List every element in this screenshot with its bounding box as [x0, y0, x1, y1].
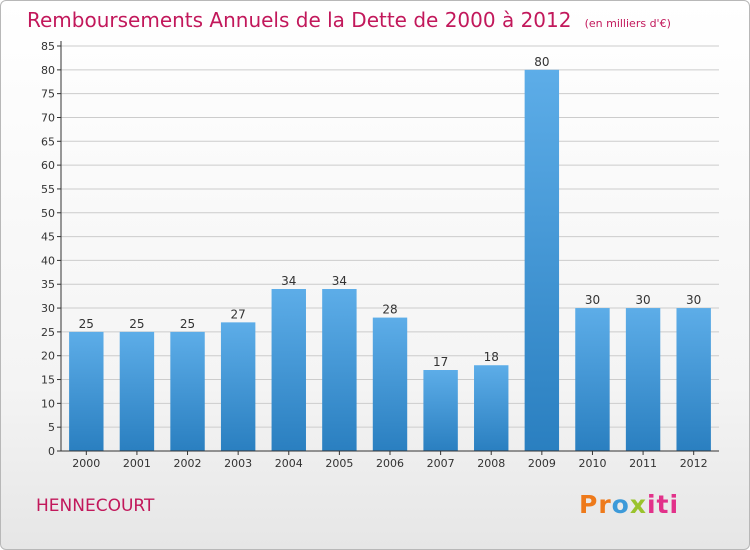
- data-label: 30: [686, 293, 701, 307]
- x-tick-label: 2003: [224, 457, 252, 470]
- bar-2006: [372, 317, 408, 451]
- y-tick-label: 85: [41, 40, 55, 53]
- data-label: 18: [484, 350, 499, 364]
- logo-part: Pr: [579, 490, 612, 519]
- bar-2009: [524, 69, 560, 451]
- x-tick-label: 2000: [72, 457, 100, 470]
- y-tick-label: 20: [41, 350, 55, 363]
- data-label: 25: [180, 317, 195, 331]
- data-label: 25: [79, 317, 94, 331]
- data-label: 17: [433, 355, 448, 369]
- x-tick-label: 2010: [578, 457, 606, 470]
- data-label: 34: [281, 274, 296, 288]
- logo-part: iti: [646, 490, 680, 519]
- data-label: 80: [534, 55, 549, 69]
- data-label: 30: [585, 293, 600, 307]
- x-axis: 2000 2001 2002 2003 2004 2005 2006 2007 2008 2009…: [72, 451, 708, 470]
- bars: 25 25 25 27 34 34 28 17 18 80 30 30 30: [69, 55, 711, 451]
- chart-unit: (en milliers d'€): [584, 17, 671, 30]
- bar-2010: [575, 308, 610, 451]
- y-tick-label: 55: [41, 183, 55, 196]
- x-tick-label: 2005: [325, 457, 353, 470]
- bar-2011: [625, 308, 661, 451]
- y-tick-label: 60: [41, 159, 55, 172]
- y-tick-label: 15: [41, 374, 55, 387]
- town-name: HENNECOURT: [36, 496, 155, 516]
- data-label: 34: [332, 274, 347, 288]
- bar-2005: [322, 289, 357, 451]
- data-label: 28: [382, 303, 397, 317]
- y-tick-label: 25: [41, 326, 55, 339]
- bar-2003: [220, 322, 256, 451]
- chart-title-text: Remboursements Annuels de la Dette de 20…: [27, 8, 572, 32]
- bar-2012: [676, 308, 711, 451]
- y-tick-label: 0: [48, 445, 55, 458]
- bar-2008: [474, 365, 509, 451]
- data-label: 25: [129, 317, 144, 331]
- x-tick-label: 2011: [629, 457, 657, 470]
- y-tick-label: 75: [41, 88, 55, 101]
- x-tick-label: 2012: [680, 457, 708, 470]
- y-tick-label: 35: [41, 278, 55, 291]
- data-label: 30: [635, 293, 650, 307]
- y-tick-label: 30: [41, 302, 55, 315]
- bar-2002: [170, 331, 205, 451]
- y-tick-label: 5: [48, 421, 55, 434]
- y-tick-label: 50: [41, 207, 55, 220]
- x-tick-label: 2004: [275, 457, 303, 470]
- y-tick-label: 10: [41, 397, 55, 410]
- y-tick-label: 45: [41, 231, 55, 244]
- y-tick-label: 80: [41, 64, 55, 77]
- data-label: 27: [231, 307, 246, 321]
- x-tick-label: 2009: [528, 457, 556, 470]
- x-tick-label: 2001: [123, 457, 151, 470]
- proxiti-logo: Proxiti: [579, 490, 679, 519]
- bar-2001: [119, 331, 155, 451]
- y-tick-label: 40: [41, 254, 55, 267]
- x-tick-label: 2008: [477, 457, 505, 470]
- x-tick-label: 2002: [174, 457, 202, 470]
- bar-2000: [69, 331, 104, 451]
- y-tick-label: 65: [41, 135, 55, 148]
- chart-title: Remboursements Annuels de la Dette de 20…: [27, 8, 671, 32]
- x-tick-label: 2006: [376, 457, 404, 470]
- bar-2004: [271, 289, 306, 451]
- logo-part: x: [629, 490, 647, 519]
- logo-part: o: [611, 490, 630, 519]
- y-axis: 0 5 10 15 20 25 30 35 40 45 50 55 60 65 70 75 80 85: [41, 40, 61, 458]
- y-tick-label: 70: [41, 111, 55, 124]
- bar-2007: [423, 370, 458, 451]
- x-tick-label: 2007: [427, 457, 455, 470]
